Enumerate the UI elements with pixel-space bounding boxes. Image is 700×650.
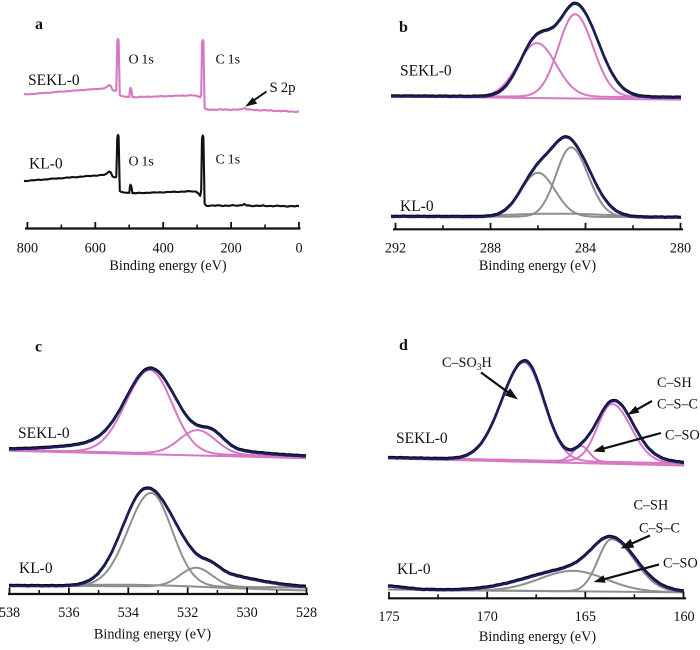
svg-text:280: 280	[670, 241, 691, 257]
svg-text:a: a	[35, 16, 43, 33]
svg-text:C 1s: C 1s	[216, 53, 241, 68]
svg-text:175: 175	[378, 609, 399, 625]
svg-text:536: 536	[58, 605, 79, 621]
svg-text:538: 538	[0, 605, 20, 621]
svg-text:c: c	[35, 339, 42, 356]
svg-text:0: 0	[295, 241, 302, 257]
svg-text:Binding energy (eV): Binding energy (eV)	[479, 258, 596, 274]
svg-text:C–SO: C–SO	[663, 556, 698, 572]
svg-text:170: 170	[477, 609, 498, 625]
svg-text:SEKL-0: SEKL-0	[28, 72, 80, 89]
svg-text:800: 800	[17, 241, 38, 257]
svg-text:C–S–C: C–S–C	[639, 521, 680, 537]
svg-text:SEKL-0: SEKL-0	[400, 63, 452, 80]
svg-text:530: 530	[236, 605, 257, 621]
svg-text:Binding energy (eV): Binding energy (eV)	[94, 627, 211, 643]
svg-text:SEKL-0: SEKL-0	[18, 425, 70, 442]
svg-text:O 1s: O 1s	[129, 53, 154, 68]
svg-text:KL-0: KL-0	[19, 560, 53, 577]
svg-text:C–SH: C–SH	[657, 375, 692, 391]
svg-text:400: 400	[153, 241, 174, 257]
svg-text:d: d	[399, 337, 408, 354]
svg-text:KL-0: KL-0	[397, 561, 431, 578]
svg-text:C–S–C: C–S–C	[657, 397, 698, 413]
svg-text:292: 292	[385, 241, 406, 257]
svg-text:Binding energy (eV): Binding energy (eV)	[109, 258, 226, 274]
svg-text:600: 600	[85, 241, 106, 257]
svg-text:288: 288	[480, 241, 501, 257]
svg-text:C–SH: C–SH	[634, 498, 669, 514]
svg-text:C 1s: C 1s	[216, 153, 241, 168]
svg-text:200: 200	[220, 241, 241, 257]
svg-text:b: b	[399, 19, 408, 36]
svg-text:C–SO: C–SO	[665, 428, 700, 444]
svg-text:528: 528	[296, 605, 317, 621]
svg-text:KL-0: KL-0	[29, 156, 63, 173]
svg-text:C–SO3H: C–SO3H	[442, 355, 492, 373]
svg-text:534: 534	[118, 605, 139, 621]
svg-text:KL-0: KL-0	[400, 198, 434, 215]
svg-text:165: 165	[575, 609, 596, 625]
svg-text:284: 284	[575, 241, 596, 257]
svg-text:Binding energy (eV): Binding energy (eV)	[479, 629, 596, 645]
svg-text:160: 160	[673, 609, 694, 625]
svg-text:O 1s: O 1s	[129, 155, 154, 170]
svg-text:SEKL-0: SEKL-0	[396, 430, 448, 447]
svg-text:S 2p: S 2p	[270, 80, 296, 96]
svg-text:532: 532	[177, 605, 198, 621]
